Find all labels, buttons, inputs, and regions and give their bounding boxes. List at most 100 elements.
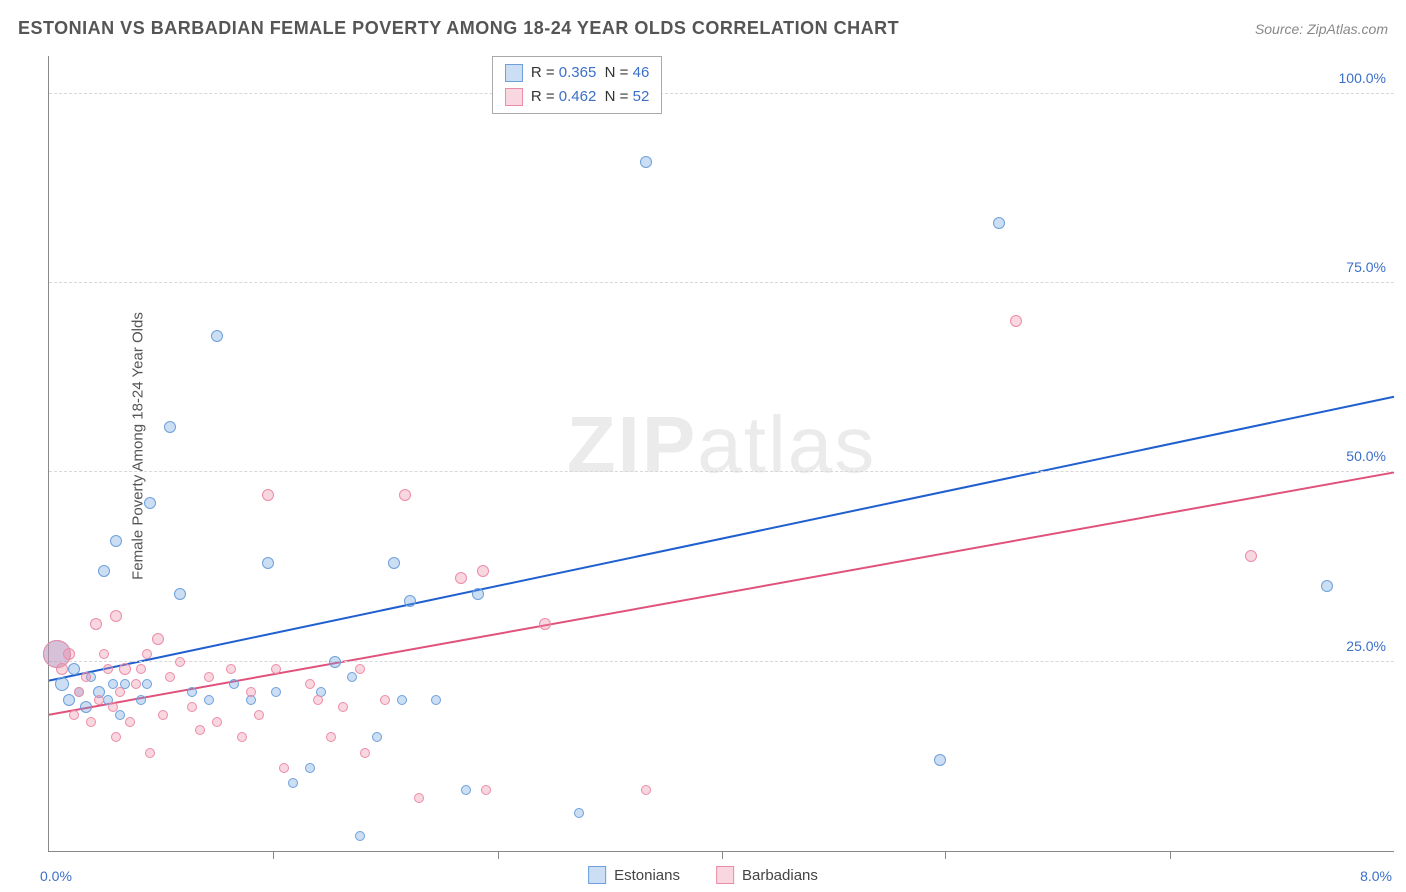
scatter-point (1245, 550, 1257, 562)
scatter-point (388, 557, 400, 569)
scatter-point (165, 672, 175, 682)
gridline (49, 282, 1394, 283)
legend-stat-text: R = 0.462 N = 52 (531, 85, 649, 109)
y-tick-label: 75.0% (1346, 259, 1386, 275)
scatter-point (55, 677, 69, 691)
scatter-point (326, 732, 336, 742)
scatter-point (187, 687, 197, 697)
scatter-point (74, 687, 84, 697)
scatter-point (99, 649, 109, 659)
gridline (49, 661, 1394, 662)
scatter-point (145, 748, 155, 758)
trend-lines (49, 56, 1394, 851)
scatter-point (455, 572, 467, 584)
scatter-point (80, 701, 92, 713)
scatter-point (90, 618, 102, 630)
scatter-point (404, 595, 416, 607)
y-tick-label: 50.0% (1346, 448, 1386, 464)
scatter-point (246, 687, 256, 697)
scatter-point (372, 732, 382, 742)
scatter-point (262, 489, 274, 501)
scatter-point (993, 217, 1005, 229)
scatter-point (305, 679, 315, 689)
scatter-point (338, 702, 348, 712)
scatter-point (204, 672, 214, 682)
x-tick (273, 851, 274, 859)
scatter-point (380, 695, 390, 705)
scatter-point (288, 778, 298, 788)
scatter-point (329, 656, 341, 668)
scatter-point (1010, 315, 1022, 327)
scatter-point (461, 785, 471, 795)
legend-series-label: Barbadians (742, 867, 818, 884)
scatter-point (69, 710, 79, 720)
scatter-point (125, 717, 135, 727)
trend-line (49, 397, 1394, 681)
scatter-point (640, 156, 652, 168)
scatter-point (355, 831, 365, 841)
scatter-point (110, 610, 122, 622)
scatter-point (271, 664, 281, 674)
scatter-point (212, 717, 222, 727)
scatter-point (934, 754, 946, 766)
chart-plot-area: ZIPatlas 25.0% 50.0% 75.0% 100.0% (48, 56, 1394, 852)
x-axis-max-label: 8.0% (1360, 868, 1392, 884)
y-tick-label: 25.0% (1346, 638, 1386, 654)
scatter-point (254, 710, 264, 720)
scatter-point (98, 565, 110, 577)
scatter-point (119, 663, 131, 675)
scatter-point (63, 648, 75, 660)
scatter-point (431, 695, 441, 705)
legend-swatch (588, 866, 606, 884)
scatter-point (204, 695, 214, 705)
x-tick (498, 851, 499, 859)
scatter-point (164, 421, 176, 433)
scatter-point (111, 732, 121, 742)
scatter-point (641, 785, 651, 795)
watermark: ZIPatlas (567, 398, 876, 490)
legend-stat-row: R = 0.365 N = 46 (505, 61, 649, 85)
y-tick-label: 100.0% (1339, 70, 1386, 86)
x-axis-min-label: 0.0% (40, 868, 72, 884)
scatter-point (229, 679, 239, 689)
trend-line (49, 472, 1394, 714)
legend-stat-row: R = 0.462 N = 52 (505, 85, 649, 109)
scatter-point (131, 679, 141, 689)
legend-swatch (716, 866, 734, 884)
x-tick (1170, 851, 1171, 859)
scatter-point (81, 672, 91, 682)
scatter-point (142, 679, 152, 689)
scatter-point (1321, 580, 1333, 592)
scatter-point (271, 687, 281, 697)
legend-series-label: Estonians (614, 867, 680, 884)
scatter-point (187, 702, 197, 712)
scatter-point (313, 695, 323, 705)
scatter-point (355, 664, 365, 674)
scatter-point (347, 672, 357, 682)
scatter-point (399, 489, 411, 501)
legend-series-item: Estonians (588, 866, 680, 884)
legend-swatch (505, 88, 523, 106)
scatter-point (360, 748, 370, 758)
x-tick (722, 851, 723, 859)
scatter-point (68, 663, 80, 675)
gridline (49, 471, 1394, 472)
scatter-point (56, 663, 68, 675)
scatter-point (115, 710, 125, 720)
scatter-point (262, 557, 274, 569)
scatter-point (110, 535, 122, 547)
scatter-point (142, 649, 152, 659)
scatter-point (86, 717, 96, 727)
scatter-point (158, 710, 168, 720)
scatter-point (103, 664, 113, 674)
correlation-legend: R = 0.365 N = 46R = 0.462 N = 52 (492, 56, 662, 114)
scatter-point (144, 497, 156, 509)
gridline (49, 93, 1394, 94)
scatter-point (136, 695, 146, 705)
scatter-point (226, 664, 236, 674)
scatter-point (63, 694, 75, 706)
scatter-point (152, 633, 164, 645)
scatter-point (574, 808, 584, 818)
scatter-point (108, 702, 118, 712)
chart-title: ESTONIAN VS BARBADIAN FEMALE POVERTY AMO… (18, 18, 899, 39)
